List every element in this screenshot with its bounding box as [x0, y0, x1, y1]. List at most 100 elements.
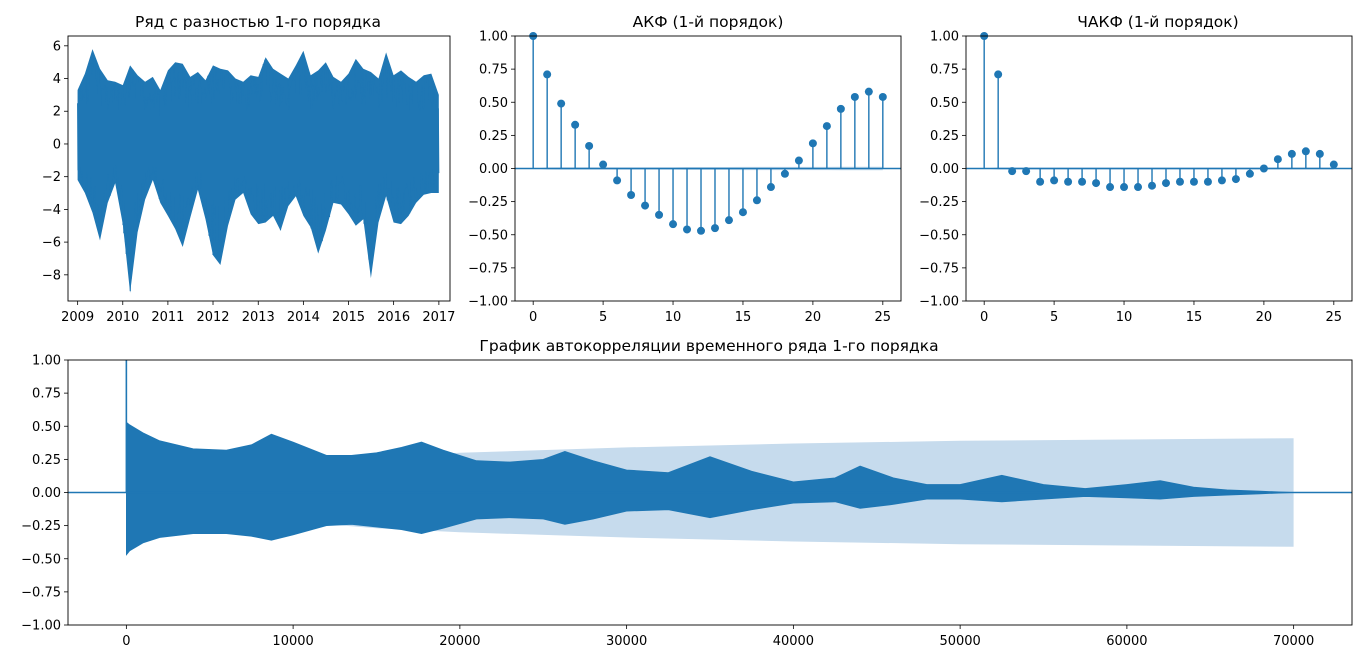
- pacf-marker: [994, 70, 1003, 79]
- acf-y-tick-label: −0.50: [468, 228, 508, 243]
- acf-y-tick-label: −1.00: [468, 295, 508, 310]
- diff-series-y-tick-label: −8: [42, 268, 61, 283]
- acf-marker: [878, 92, 887, 101]
- acf-y-tick-label: 0.75: [479, 63, 508, 78]
- pacf-marker: [1259, 164, 1268, 173]
- acf-marker: [710, 224, 719, 233]
- pacf-marker: [1273, 155, 1282, 164]
- acf-marker: [599, 160, 608, 169]
- acf-y-tick-label: −0.75: [468, 261, 508, 276]
- acf-marker: [850, 92, 859, 101]
- pacf-y-ticks: 1.00 0.75 0.50 0.25 0.00 −0.25 −0.50 −0.75 −1.00: [919, 30, 966, 310]
- acf-marker: [669, 220, 678, 229]
- full-acf-y-tick-label: 0.50: [32, 420, 61, 435]
- full-acf-x-tick-label: 0: [122, 634, 130, 649]
- full-acf-x-ticks: 0 10000 20000 30000 40000 50000 60000 70000: [122, 625, 1314, 649]
- full-acf-y-ticks: 1.00 0.75 0.50 0.25 0.00 −0.25 −0.50 −0.75 −1.00: [21, 354, 68, 634]
- diff-series-x-tick-label: 2016: [377, 310, 410, 325]
- pacf-marker: [1120, 183, 1129, 192]
- acf-title: АКФ (1-й порядок): [633, 13, 784, 31]
- diff-series-y-tick-label: −4: [42, 203, 61, 218]
- pacf-y-tick-label: −0.25: [919, 195, 959, 210]
- acf-y-tick-label: −0.25: [468, 195, 508, 210]
- pacf-stems-group: [966, 32, 1352, 192]
- acf-x-tick-label: 5: [599, 310, 607, 325]
- diff-series-x-tick-label: 2014: [287, 310, 320, 325]
- pacf-x-tick-label: 5: [1050, 310, 1058, 325]
- acf-marker: [571, 120, 580, 129]
- pacf-marker: [1134, 183, 1143, 192]
- pacf-marker: [1203, 177, 1212, 186]
- diff-series-y-tick-label: 0: [53, 137, 61, 152]
- full-acf-x-tick-label: 30000: [606, 634, 647, 649]
- acf-y-tick-label: 0.25: [479, 129, 508, 144]
- acf-y-tick-label: 1.00: [479, 30, 508, 45]
- acf-x-tick-label: 0: [529, 310, 537, 325]
- full-acf-y-tick-label: −0.75: [21, 585, 61, 600]
- diff-series-x-ticks: 2009 2010 2011 2012 2013 2014 2015 2016 2017: [61, 301, 455, 325]
- diff-series-title: Ряд с разностью 1-го порядка: [135, 13, 381, 31]
- acf-marker: [864, 87, 873, 96]
- pacf-title: ЧАКФ (1-й порядок): [1077, 13, 1238, 31]
- full-acf-y-tick-label: 1.00: [32, 354, 61, 369]
- pacf-marker: [1217, 176, 1226, 185]
- diff-series-x-tick-label: 2015: [332, 310, 365, 325]
- full-acf-x-tick-label: 60000: [1106, 634, 1147, 649]
- acf-x-tick-label: 10: [665, 310, 682, 325]
- pacf-y-tick-label: 0.75: [930, 63, 959, 78]
- pacf-marker: [1287, 149, 1296, 158]
- pacf-x-ticks: 0 5 10 15 20 25: [980, 301, 1342, 325]
- acf-marker: [794, 156, 803, 165]
- pacf-y-tick-label: 0.50: [930, 96, 959, 111]
- acf-x-tick-label: 25: [875, 310, 892, 325]
- pacf-y-tick-label: 1.00: [930, 30, 959, 45]
- acf-marker: [697, 226, 706, 235]
- pacf-marker: [1329, 160, 1338, 169]
- pacf-marker: [1231, 175, 1240, 184]
- diff-series-y-tick-label: 2: [53, 105, 61, 120]
- diff-series-x-tick-label: 2010: [106, 310, 139, 325]
- acf-marker: [766, 183, 775, 192]
- full-acf-y-tick-label: −0.50: [21, 552, 61, 567]
- acf-stems-group: [515, 32, 901, 235]
- diff-series-axes-frame: [67, 35, 451, 302]
- pacf-x-tick-label: 0: [980, 310, 988, 325]
- diff-series-y-tick-label: −2: [42, 170, 61, 185]
- acf-axes-frame: [514, 35, 902, 302]
- full-acf-x-tick-label: 20000: [439, 634, 480, 649]
- pacf-y-tick-label: −0.50: [919, 228, 959, 243]
- full-acf-x-tick-label: 70000: [1273, 634, 1314, 649]
- pacf-marker: [1245, 169, 1254, 178]
- diff-series-x-tick-label: 2011: [151, 310, 184, 325]
- acf-marker: [585, 141, 594, 150]
- pacf-marker: [1036, 177, 1045, 186]
- diff-series-y-tick-label: 6: [53, 39, 61, 54]
- pacf-x-tick-label: 15: [1186, 310, 1203, 325]
- acf-y-ticks: 1.00 0.75 0.50 0.25 0.00 −0.25 −0.50 −0.75 −1.00: [468, 30, 515, 310]
- pacf-marker: [1092, 179, 1101, 188]
- pacf-panel: ЧАКФ (1-й порядок) 1.00 0.75 0.50 0.25 0.00 −…: [919, 13, 1353, 325]
- pacf-marker: [1148, 181, 1157, 190]
- full-acf-stems-group: [68, 360, 1352, 556]
- pacf-x-tick-label: 25: [1326, 310, 1343, 325]
- pacf-y-tick-label: −1.00: [919, 295, 959, 310]
- diff-series-envelope-group: [77, 49, 440, 293]
- diff-series-x-tick-label: 2012: [196, 310, 229, 325]
- acf-marker: [641, 201, 650, 210]
- diff-series-x-tick-label: 2013: [242, 310, 275, 325]
- acf-marker: [836, 104, 845, 113]
- diff-series-y-tick-label: −6: [42, 236, 61, 251]
- acf-marker: [543, 70, 552, 79]
- acf-marker: [557, 99, 566, 108]
- acf-marker: [724, 216, 733, 225]
- pacf-axes-frame: [965, 35, 1353, 302]
- full-acf-x-tick-label: 40000: [773, 634, 814, 649]
- pacf-marker: [1008, 167, 1017, 176]
- full-acf-y-tick-label: −0.25: [21, 519, 61, 534]
- acf-marker: [613, 176, 622, 185]
- acf-y-tick-label: 0.50: [479, 96, 508, 111]
- diff-series-y-ticks: 6 4 2 0 −2 −4 −6 −8: [42, 39, 68, 283]
- acf-marker: [808, 139, 817, 148]
- full-acf-axes-frame: [67, 359, 1353, 626]
